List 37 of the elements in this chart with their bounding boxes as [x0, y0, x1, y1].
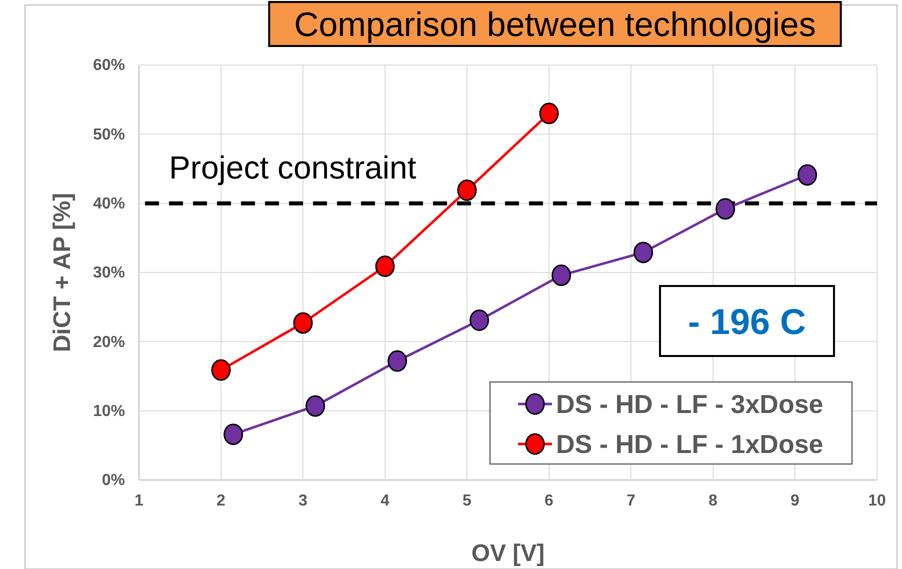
x-tick-label: 4	[380, 492, 390, 510]
ref-line-label: Project constraint	[169, 149, 416, 186]
x-tick-label: 8	[708, 492, 718, 510]
y-axis-title: DiCT + AP [%]	[49, 192, 76, 352]
y-tick-label: 0%	[102, 472, 125, 490]
x-tick-label: 3	[298, 492, 308, 510]
legend-label: DS - HD - LF - 3xDose	[556, 389, 824, 419]
y-tick-label: 20%	[92, 334, 125, 351]
y-tick-label: 50%	[92, 126, 125, 144]
point	[798, 164, 818, 186]
x-tick-label: 10	[868, 492, 886, 510]
x-tick-label: 2	[216, 492, 226, 510]
point	[224, 424, 244, 446]
legend-label: DS - HD - LF - 1xDose	[556, 429, 824, 459]
point	[211, 359, 231, 381]
point	[457, 179, 477, 201]
x-tick-label: 1	[134, 492, 144, 510]
y-tick-label: 40%	[92, 195, 125, 212]
point	[306, 395, 326, 417]
annotation: - 196 C	[688, 301, 806, 342]
point	[388, 350, 408, 372]
y-tick-label: 30%	[92, 264, 125, 282]
y-tick-label: 10%	[92, 402, 125, 420]
x-tick-label: 7	[626, 492, 636, 510]
x-tick-label: 6	[544, 492, 554, 510]
x-tick-label: 5	[462, 492, 472, 510]
x-axis-title: OV [V]	[471, 540, 545, 567]
y-tick-label: 60%	[92, 57, 125, 74]
chart-title: Comparison between technologies	[294, 6, 816, 44]
point	[539, 102, 559, 124]
point	[293, 312, 313, 334]
point	[470, 309, 490, 331]
point	[634, 242, 654, 264]
point	[716, 198, 736, 220]
point	[552, 264, 572, 286]
x-tick-label: 9	[790, 492, 800, 510]
point	[375, 256, 395, 278]
